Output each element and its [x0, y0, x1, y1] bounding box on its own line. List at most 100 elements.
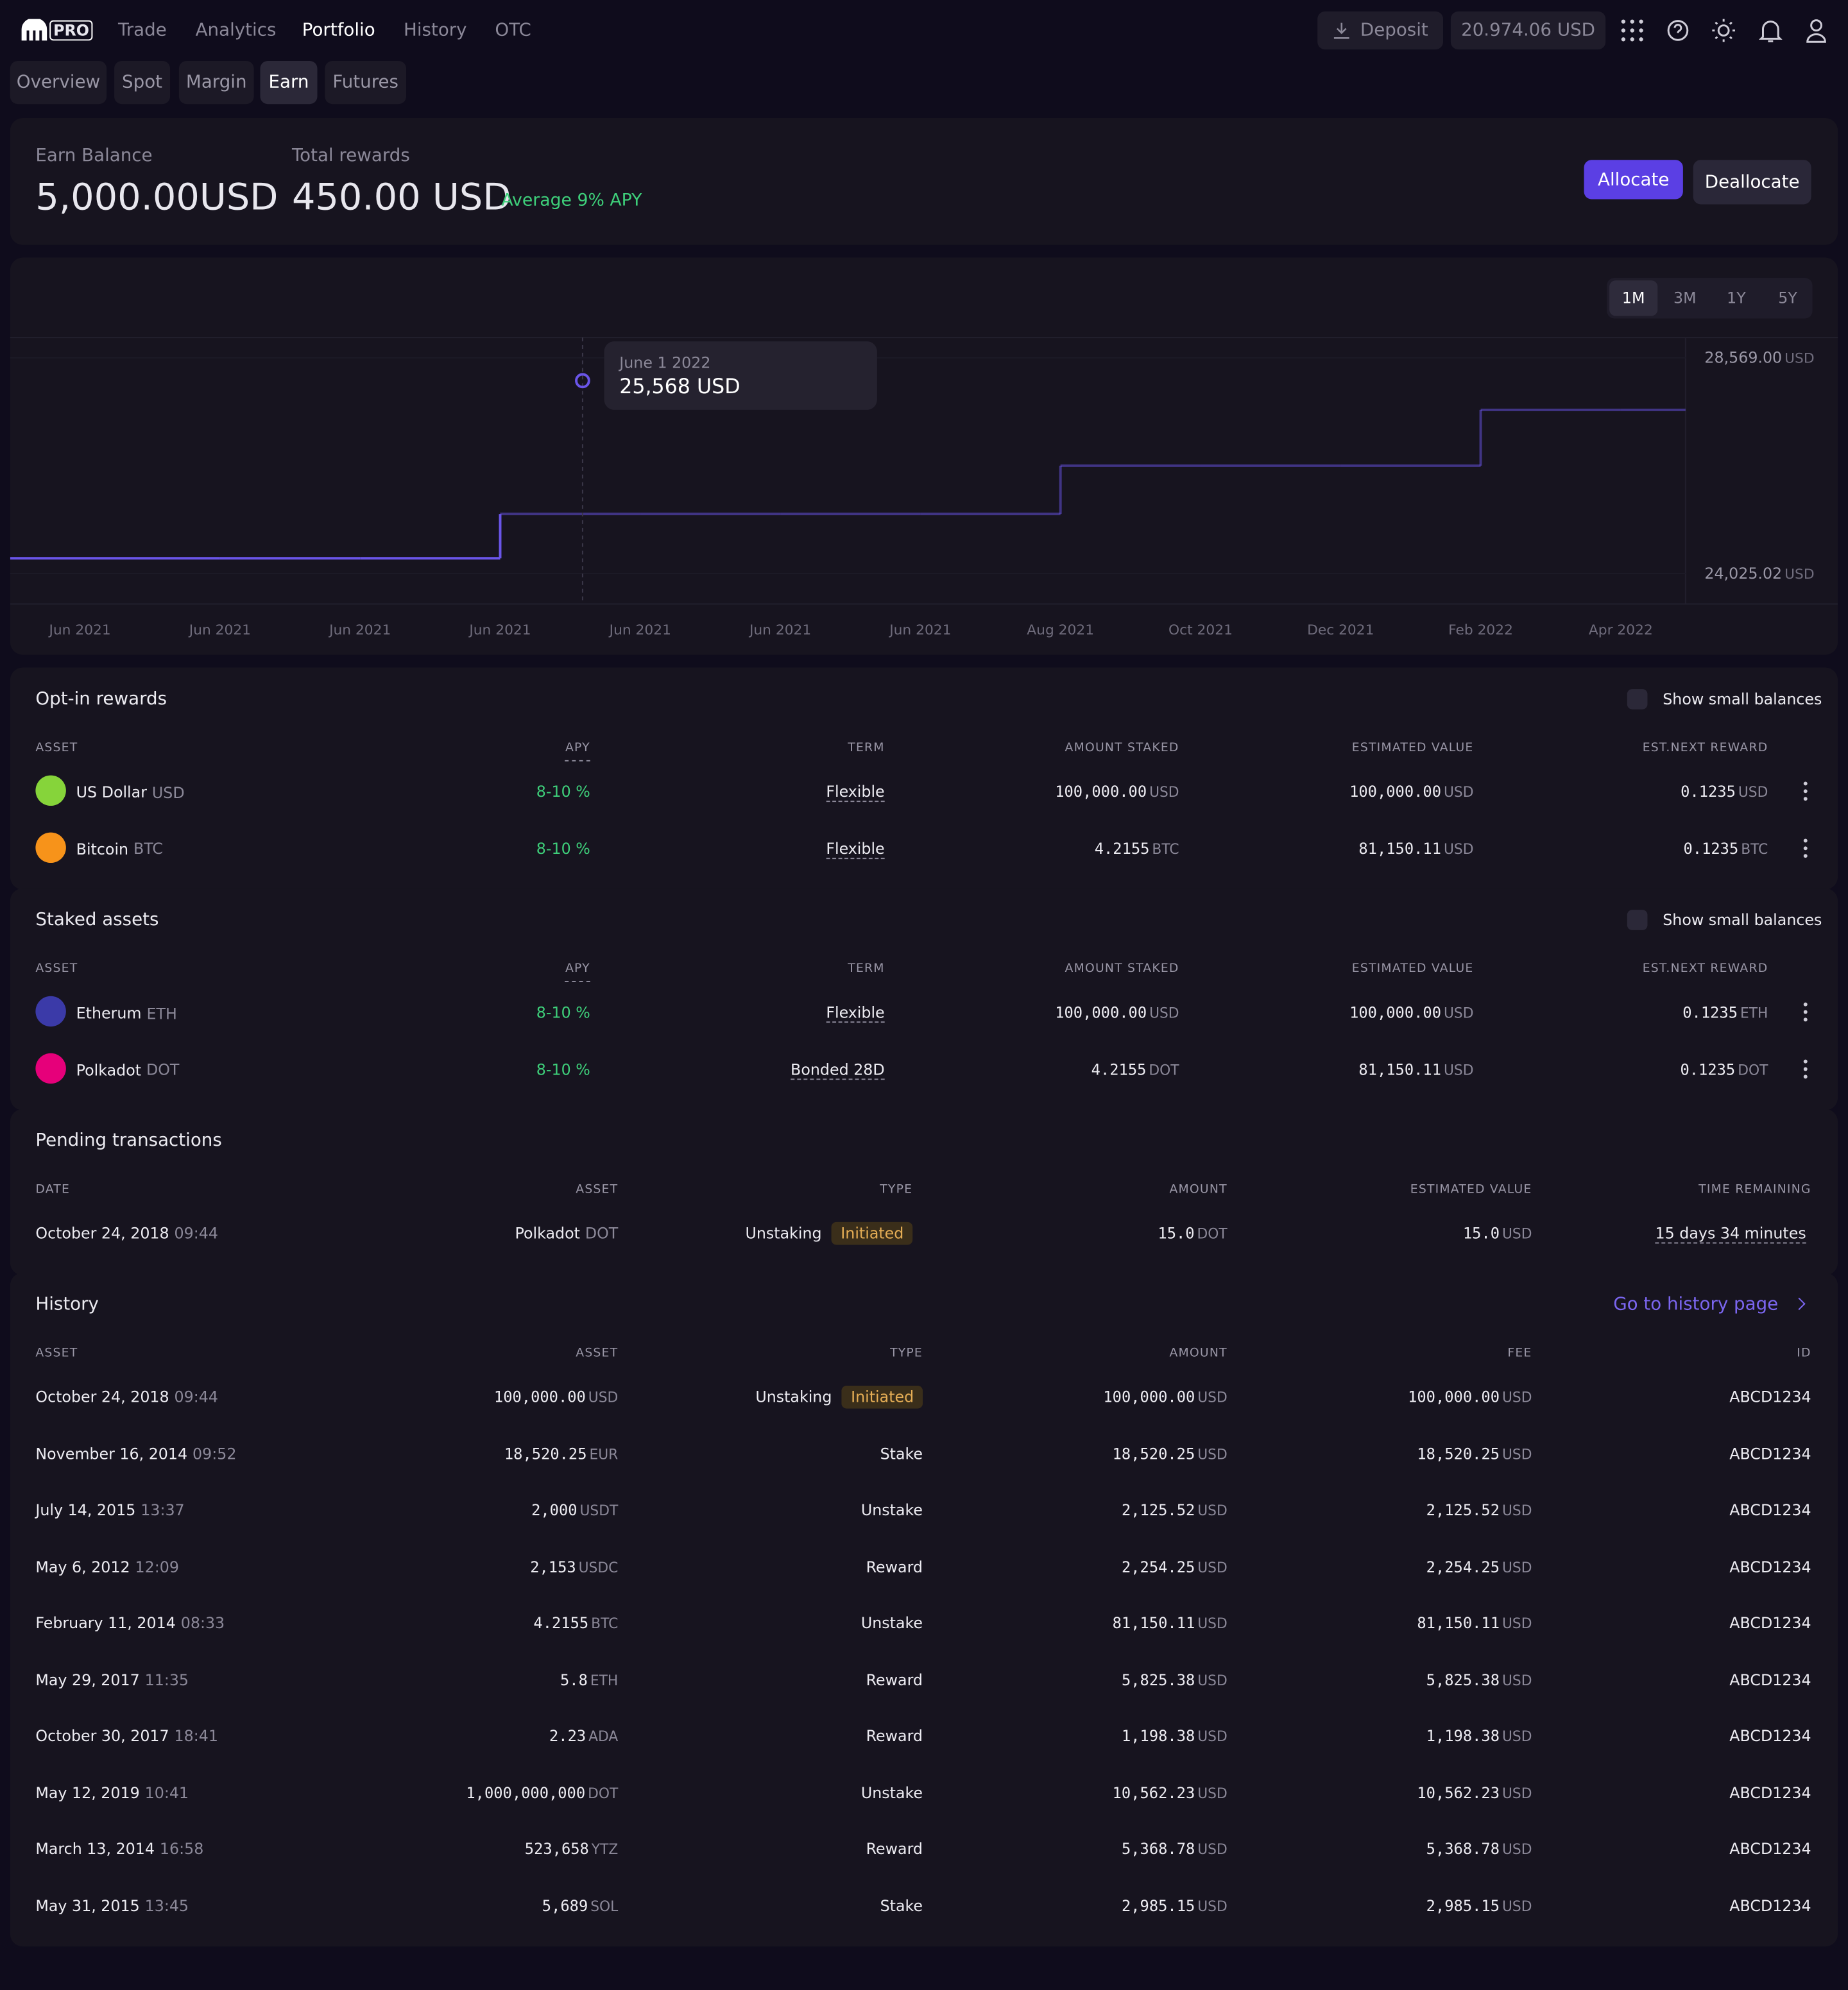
- table-cell: 100,000.00 USD: [1349, 1001, 1473, 1026]
- nav-link[interactable]: Portfolio: [302, 20, 375, 41]
- table-cell: 2,125.52 USD: [1426, 1499, 1532, 1523]
- table-cell: 1,198.38 USD: [1426, 1724, 1532, 1749]
- theme-icon[interactable]: [1712, 19, 1735, 42]
- x-tick-label: Dec 2021: [1307, 622, 1374, 638]
- amount: 5,368.78: [1121, 1840, 1195, 1858]
- x-tick-label: Jun 2021: [188, 622, 251, 638]
- toggle-label[interactable]: Show small balances: [1663, 911, 1822, 929]
- tab[interactable]: Overview: [10, 60, 107, 105]
- table-cell: 1,198.38 USD: [1122, 1724, 1228, 1749]
- table-cell: 0.1235 ETH: [1682, 1001, 1768, 1026]
- column-header: ESTIMATED VALUE: [1410, 1182, 1532, 1197]
- table-cell: Flexible: [826, 1001, 885, 1025]
- nav-link[interactable]: Analytics: [195, 20, 277, 41]
- range-button[interactable]: 1M: [1622, 289, 1645, 307]
- id: ABCD1234: [1729, 1444, 1811, 1463]
- asset-unit: USD: [588, 1389, 619, 1406]
- table-cell: 5,368.78 USD: [1426, 1837, 1532, 1862]
- table-cell: 4.2155 DOT: [1091, 1058, 1179, 1082]
- apps-icon[interactable]: [1621, 19, 1643, 42]
- table-cell: Stake: [880, 1442, 923, 1465]
- code: ETH: [146, 1004, 177, 1023]
- column-header: ASSET: [35, 741, 78, 755]
- table-cell: 10,562.23 USD: [1417, 1781, 1532, 1805]
- table-cell: ABCD1234: [1729, 1894, 1811, 1917]
- nav-link[interactable]: History: [404, 20, 467, 41]
- date: May 31, 2015: [35, 1896, 140, 1914]
- range-button[interactable]: 5Y: [1778, 289, 1797, 307]
- logo[interactable]: [21, 19, 49, 42]
- table-cell: 18,520.25 EUR: [504, 1442, 618, 1467]
- asset: 4.2155: [533, 1614, 589, 1632]
- range-button[interactable]: 3M: [1673, 289, 1697, 307]
- menu-dot: [1803, 797, 1808, 801]
- column-header: TERM: [848, 962, 885, 976]
- amount-unit: USD: [1197, 1672, 1228, 1688]
- table-cell: Bitcoin BTC: [35, 831, 163, 863]
- staked-unit: DOT: [1149, 1061, 1179, 1078]
- deallocate-button[interactable]: Deallocate: [1693, 160, 1811, 205]
- column-header: AMOUNT: [1169, 1346, 1228, 1361]
- toggle-checkbox[interactable]: [1627, 689, 1648, 710]
- allocate-button[interactable]: Allocate: [1584, 160, 1683, 200]
- term: Flexible: [826, 783, 885, 803]
- fee-unit: USD: [1502, 1672, 1532, 1688]
- id: ABCD1234: [1729, 1840, 1811, 1858]
- earn-label: Earn Balance: [35, 146, 153, 167]
- table-cell: Unstake: [861, 1612, 923, 1635]
- row-menu[interactable]: [1803, 1002, 1809, 1023]
- section-title: Staked assets: [35, 910, 159, 930]
- column-header: ESTIMATED VALUE: [1351, 962, 1474, 976]
- nav-link[interactable]: Trade: [117, 20, 167, 41]
- staked: 4.2155: [1094, 839, 1150, 858]
- amount-unit: USD: [1197, 1785, 1228, 1801]
- tab[interactable]: Futures: [325, 60, 406, 105]
- pending-card: [10, 1109, 1838, 1275]
- asset: 2.23: [549, 1727, 586, 1745]
- table-cell: March 13, 2014 16:58: [35, 1837, 203, 1860]
- table-cell: Reward: [866, 1555, 923, 1578]
- range-button[interactable]: 1Y: [1727, 289, 1746, 307]
- balance-button[interactable]: 20.974.06 USD: [1450, 11, 1606, 50]
- fee-unit: USD: [1502, 1841, 1532, 1858]
- amount: 18,520.25: [1112, 1444, 1195, 1463]
- table-cell: Flexible: [826, 837, 885, 860]
- table-cell: US Dollar USD: [35, 775, 185, 806]
- fee-unit: USD: [1502, 1898, 1532, 1914]
- y-tick-unit: USD: [1784, 351, 1814, 367]
- table-cell: 81,150.11 USD: [1358, 1058, 1473, 1082]
- deposit-button[interactable]: Deposit: [1317, 11, 1444, 50]
- toggle-label[interactable]: Show small balances: [1663, 690, 1822, 708]
- table-cell: ABCD1234: [1729, 1781, 1811, 1804]
- date: July 14, 2015: [35, 1501, 136, 1519]
- code: BTC: [133, 840, 163, 858]
- table-cell: 0.1235 DOT: [1680, 1058, 1768, 1082]
- type: Stake: [880, 1896, 923, 1914]
- nav-link[interactable]: OTC: [495, 20, 531, 41]
- fee: 1,198.38: [1426, 1727, 1500, 1745]
- table-cell: 15.0 USD: [1463, 1222, 1532, 1246]
- user-icon[interactable]: [1806, 19, 1826, 43]
- tab[interactable]: Margin: [178, 60, 254, 105]
- table-cell: 1,000,000,000 DOT: [466, 1781, 618, 1805]
- row-menu[interactable]: [1803, 838, 1809, 858]
- bell-icon[interactable]: [1758, 21, 1783, 42]
- tab[interactable]: Earn: [260, 60, 318, 105]
- status: Initiated: [842, 1386, 923, 1409]
- table-cell: ABCD1234: [1729, 1386, 1811, 1409]
- fee-unit: USD: [1502, 1728, 1532, 1745]
- tab[interactable]: Spot: [114, 60, 171, 105]
- tooltip-value: 25,568 USD: [619, 375, 740, 398]
- help-icon[interactable]: [1667, 20, 1689, 41]
- history-link[interactable]: Go to history page: [1613, 1294, 1779, 1315]
- table-cell: Unstake: [861, 1781, 923, 1804]
- row-menu[interactable]: [1803, 781, 1809, 802]
- asset: 2,153: [530, 1558, 576, 1576]
- asset-unit: EUR: [589, 1445, 619, 1463]
- row-menu[interactable]: [1803, 1059, 1809, 1080]
- rewards-value: 450.00: [291, 174, 421, 219]
- table-cell: Stake: [880, 1894, 923, 1917]
- toggle-checkbox[interactable]: [1627, 910, 1648, 930]
- asset-unit: DOT: [585, 1224, 619, 1243]
